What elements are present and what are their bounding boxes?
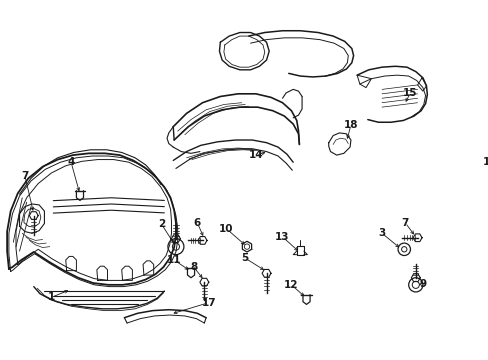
Text: 1: 1 <box>48 292 55 302</box>
Text: 18: 18 <box>343 120 358 130</box>
Text: 10: 10 <box>219 224 233 234</box>
Text: 17: 17 <box>201 298 216 307</box>
Text: 5: 5 <box>241 253 248 263</box>
Text: 8: 8 <box>190 262 197 272</box>
Text: 11: 11 <box>166 255 181 265</box>
Text: 6: 6 <box>193 218 201 228</box>
Text: 7: 7 <box>21 171 28 181</box>
Text: 16: 16 <box>482 157 488 167</box>
Text: 9: 9 <box>419 279 426 289</box>
Text: 13: 13 <box>275 232 289 242</box>
Text: 15: 15 <box>403 88 417 98</box>
Text: 14: 14 <box>248 150 263 160</box>
Text: 7: 7 <box>401 218 408 228</box>
Text: 4: 4 <box>67 157 75 167</box>
Text: 12: 12 <box>284 280 298 290</box>
Text: 3: 3 <box>378 228 385 238</box>
Text: 2: 2 <box>158 220 165 229</box>
